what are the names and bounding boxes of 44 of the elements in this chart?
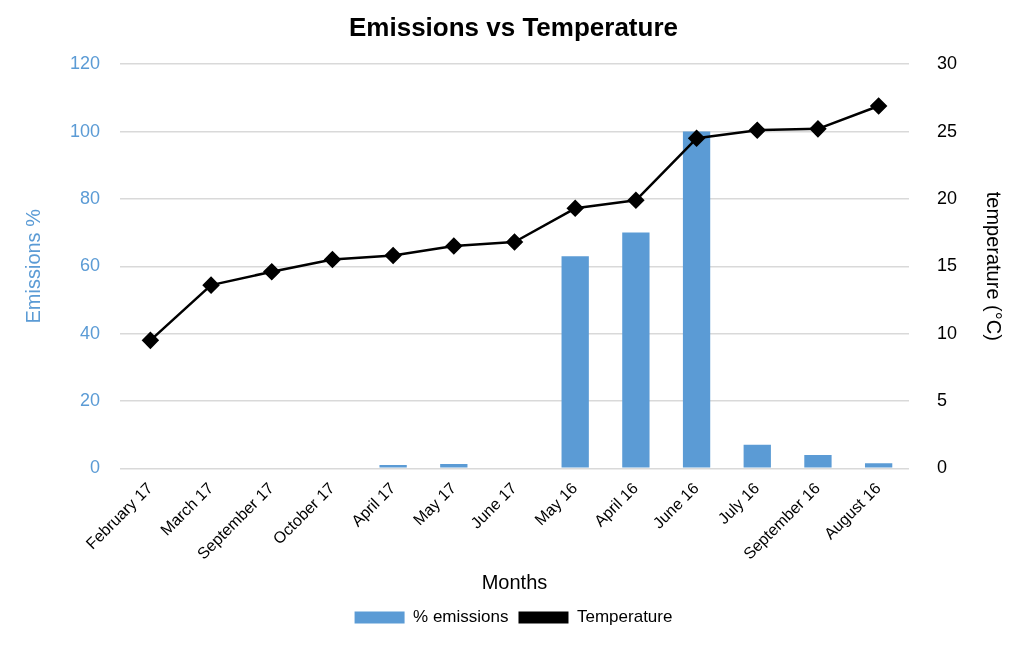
- point: [202, 276, 220, 294]
- point: [445, 237, 463, 255]
- y-axis-title: Emissions %: [21, 208, 44, 324]
- point: [566, 200, 584, 217]
- y2-axis-title: temperature (°C): [983, 191, 1006, 341]
- x-axis-title: Months: [481, 570, 548, 593]
- bar: [440, 463, 468, 468]
- bar: [743, 444, 771, 468]
- y2-tick-label: 15: [936, 255, 958, 276]
- bar: [379, 464, 407, 468]
- bar: [622, 232, 650, 468]
- y2-tick-label: 25: [936, 120, 958, 141]
- bar: [682, 131, 711, 468]
- y2-tick-label: 5: [936, 389, 947, 410]
- x-tick-label: May 16: [531, 479, 581, 529]
- x-tick-label: May 17: [409, 479, 460, 529]
- point: [688, 130, 705, 147]
- y-tick-label: 80: [80, 187, 101, 208]
- y-tick-label: 100: [69, 120, 101, 141]
- point: [142, 332, 159, 349]
- point: [324, 251, 341, 268]
- y-tick-label: 40: [80, 322, 101, 343]
- point: [809, 120, 827, 138]
- point: [627, 192, 645, 209]
- legend-label: % emissions: [413, 607, 509, 627]
- legend-label: Temperature: [576, 607, 673, 627]
- y2-tick-label: 0: [936, 457, 947, 478]
- point: [870, 97, 887, 115]
- point: [506, 233, 523, 251]
- y-tick-label: 20: [80, 389, 101, 410]
- y-tick-label: 120: [69, 53, 101, 74]
- y2-tick-label: 20: [936, 187, 958, 208]
- point: [384, 247, 402, 264]
- y2-tick-label: 30: [936, 53, 958, 74]
- y-tick-label: 0: [90, 457, 101, 478]
- bar: [864, 463, 893, 468]
- point: [749, 121, 766, 139]
- point: [263, 263, 280, 280]
- chart-title: Emissions vs Temperature: [349, 11, 678, 42]
- bar: [561, 256, 589, 468]
- y2-tick-label: 10: [936, 322, 958, 343]
- bar: [804, 454, 832, 468]
- x-tick-label: July 16: [714, 479, 763, 528]
- y-tick-label: 60: [80, 255, 101, 276]
